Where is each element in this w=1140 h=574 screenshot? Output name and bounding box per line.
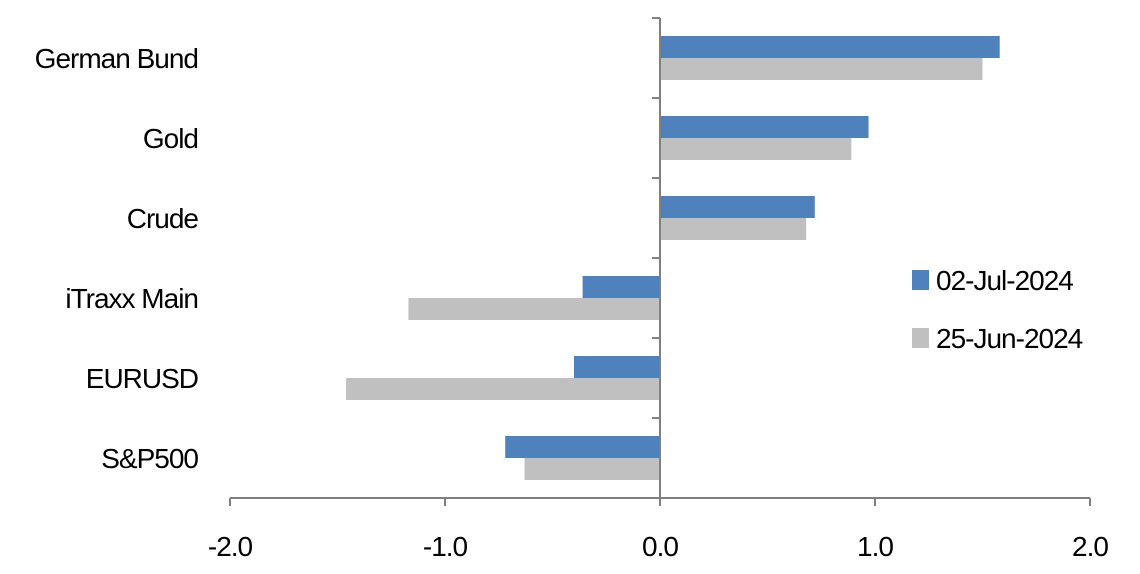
category-label: Crude bbox=[127, 203, 199, 234]
bar-series1-2 bbox=[660, 196, 815, 218]
legend-label: 25-Jun-2024 bbox=[936, 323, 1083, 354]
category-label: German Bund bbox=[35, 43, 198, 74]
bar-series2-3 bbox=[408, 298, 660, 320]
bar-series1-1 bbox=[660, 116, 869, 138]
legend-label: 02-Jul-2024 bbox=[936, 265, 1073, 296]
bar-series1-3 bbox=[582, 276, 660, 298]
x-tick-label: 1.0 bbox=[857, 531, 893, 562]
x-tick-label: -2.0 bbox=[208, 531, 253, 562]
category-label: iTraxx Main bbox=[65, 283, 198, 314]
x-tick-label: 2.0 bbox=[1072, 531, 1108, 562]
bar-series2-2 bbox=[660, 218, 807, 240]
bar-series1-5 bbox=[505, 436, 660, 458]
x-tick-label: 0.0 bbox=[642, 531, 678, 562]
category-label: EURUSD bbox=[86, 363, 198, 394]
bar-series2-4 bbox=[346, 378, 660, 400]
bar-series1-0 bbox=[660, 36, 1000, 58]
category-label: S&P500 bbox=[101, 443, 198, 474]
x-tick-label: -1.0 bbox=[423, 531, 468, 562]
bar-series2-0 bbox=[660, 58, 983, 80]
bar-series1-4 bbox=[574, 356, 660, 378]
category-label: Gold bbox=[143, 123, 198, 154]
legend-swatch bbox=[912, 270, 929, 290]
bar-series2-1 bbox=[660, 138, 852, 160]
legend-swatch bbox=[912, 328, 929, 348]
bar-series2-5 bbox=[524, 458, 660, 480]
